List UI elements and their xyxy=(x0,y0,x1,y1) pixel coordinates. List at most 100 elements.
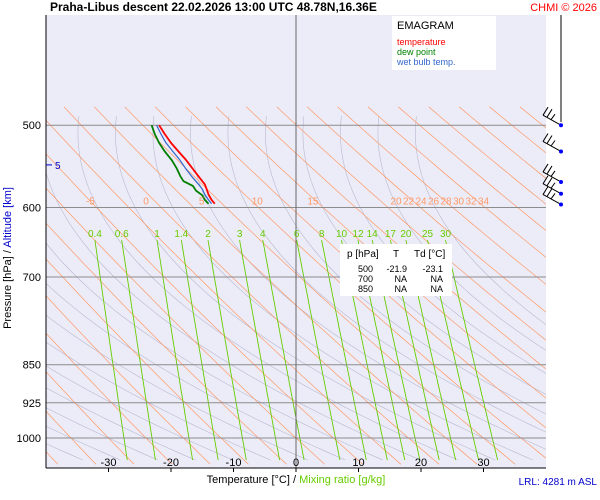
table-cell: 500 xyxy=(358,264,373,274)
mixing-ratio-line xyxy=(262,240,305,461)
moist-adiabat-line xyxy=(340,116,546,374)
moist-adiabat-line xyxy=(46,171,421,461)
moist-adiabat-line xyxy=(46,341,271,461)
mixing-ratio-label: 6 xyxy=(294,229,300,240)
y-tick-label: 1000 xyxy=(17,433,41,445)
x-axis-label-separator: / xyxy=(290,474,299,486)
moist-adiabat-line xyxy=(46,314,309,461)
wind-barb-feather xyxy=(546,188,553,197)
wind-barb-feather xyxy=(542,133,549,142)
dry-adiabat-line xyxy=(46,119,402,465)
x-tick-label: -30 xyxy=(101,457,117,469)
wind-barb-feather xyxy=(546,165,553,175)
table-cell: NA xyxy=(430,284,443,294)
table-cell: NA xyxy=(430,274,443,284)
table-cell: NA xyxy=(394,284,407,294)
x-tick-label: 30 xyxy=(477,457,489,469)
wind-barb-feather xyxy=(542,186,549,195)
table-cell: -21.9 xyxy=(386,264,407,274)
dry-adiabat-line xyxy=(46,222,287,465)
legend-title: EMAGRAM xyxy=(397,20,454,32)
x-tick-label: 0 xyxy=(293,457,299,469)
wind-barb-feather xyxy=(542,175,549,184)
wind-barb-feather xyxy=(546,135,553,144)
dry-adiabat-label: 0 xyxy=(143,196,149,207)
y-tick-label: 500 xyxy=(23,120,41,132)
dry-adiabat-label: 34 xyxy=(478,196,490,207)
dry-adiabat-line xyxy=(46,332,173,465)
dry-adiabat-line xyxy=(581,107,600,465)
x-tick-label: 20 xyxy=(415,457,427,469)
mixing-ratio-line xyxy=(239,240,281,461)
dry-adiabat-line xyxy=(367,106,546,258)
wind-barb xyxy=(542,186,563,207)
legend-box xyxy=(392,16,496,70)
copyright-label: CHMI © 2026 xyxy=(530,2,597,14)
dry-adiabat-line xyxy=(428,106,546,205)
moist-adiabat-line xyxy=(227,116,546,433)
sounding-profiles xyxy=(150,124,216,205)
wind-barb-feather xyxy=(546,108,553,118)
mixing-ratio-label: 30 xyxy=(440,229,452,240)
wind-barb-shaft xyxy=(542,114,562,126)
y-axis-ticks: 500 600 700 850 925 1000 xyxy=(17,120,41,445)
table-cell: 700 xyxy=(358,274,373,284)
dry-adiabat-line xyxy=(337,106,546,285)
dry-adiabat-line xyxy=(215,106,546,399)
mixing-ratio-label: 25 xyxy=(422,229,434,240)
x-tick-label: -20 xyxy=(163,457,179,469)
mixing-ratio-label: 1.4 xyxy=(174,229,188,240)
altitude-tick-label: 5 xyxy=(55,161,61,172)
wind-barb xyxy=(542,133,563,154)
mixing-ratio-line xyxy=(94,240,128,461)
dry-adiabat-line xyxy=(550,107,600,465)
moist-adiabat-line xyxy=(190,116,546,450)
mixing-ratio-line xyxy=(180,240,219,461)
wind-barb-feather xyxy=(542,106,549,116)
legend: EMAGRAM temperature dew point wet bulb t… xyxy=(392,16,496,70)
dry-adiabat-label: 28 xyxy=(440,196,452,207)
wind-barb xyxy=(542,106,563,128)
y-tick-label: 600 xyxy=(23,203,41,215)
x-axis-ticks: -30 -20 -10 0 10 20 30 xyxy=(101,457,490,472)
mixing-ratio-label: 17 xyxy=(385,229,397,240)
moist-adiabat-line xyxy=(302,116,546,395)
lrl-label: LRL: 4281 m ASL xyxy=(519,477,598,488)
dry-adiabat-line xyxy=(398,106,546,231)
moist-adiabat-line xyxy=(415,116,546,326)
x-axis-label: Temperature [°C] / Mixing ratio [g/kg] xyxy=(207,474,386,486)
dry-adiabat-line xyxy=(185,106,546,429)
table-cell: -23.1 xyxy=(422,264,443,274)
altitude-ticks: 5 xyxy=(46,161,61,172)
wind-barb-shaft xyxy=(542,171,562,183)
y-axis-label-separator: / xyxy=(2,248,14,257)
table-header-dewpoint: Td [°C] xyxy=(414,249,445,260)
wind-barb-feather xyxy=(550,170,556,177)
y-axis-label: Pressure [hPa] / Altitude [km] xyxy=(2,187,14,329)
wind-barb-dot xyxy=(559,123,563,128)
legend-item-temperature: temperature xyxy=(397,37,446,47)
moist-adiabat-line xyxy=(46,387,196,461)
mixing-ratio-label: 2 xyxy=(205,229,211,240)
mixing-ratio-label: 1 xyxy=(154,229,160,240)
dry-adiabat-line xyxy=(276,106,546,341)
table-cell: 850 xyxy=(358,284,373,294)
dry-adiabat-label: 15 xyxy=(307,196,319,207)
mixing-ratio-label: 4 xyxy=(260,229,266,240)
series-line-dew-point xyxy=(150,124,210,205)
dry-adiabat-label: 26 xyxy=(428,196,440,207)
dry-adiabat-line xyxy=(46,153,364,465)
dry-adiabat-label: 32 xyxy=(465,196,477,207)
wind-barb-shaft xyxy=(542,141,562,152)
mixing-ratio-label: 0.4 xyxy=(88,229,102,240)
x-tick-label: -10 xyxy=(226,457,242,469)
dry-adiabat-label: 20 xyxy=(390,196,402,207)
wind-barb xyxy=(542,175,563,196)
moist-adiabat-line xyxy=(115,116,496,461)
wind-barb xyxy=(542,163,563,184)
wind-barbs xyxy=(542,15,563,207)
wind-barb-dot xyxy=(559,149,563,154)
mixing-ratio-label: 0.6 xyxy=(115,229,129,240)
mixing-ratio-label: 14 xyxy=(367,229,379,240)
moist-adiabat-line xyxy=(46,242,384,461)
